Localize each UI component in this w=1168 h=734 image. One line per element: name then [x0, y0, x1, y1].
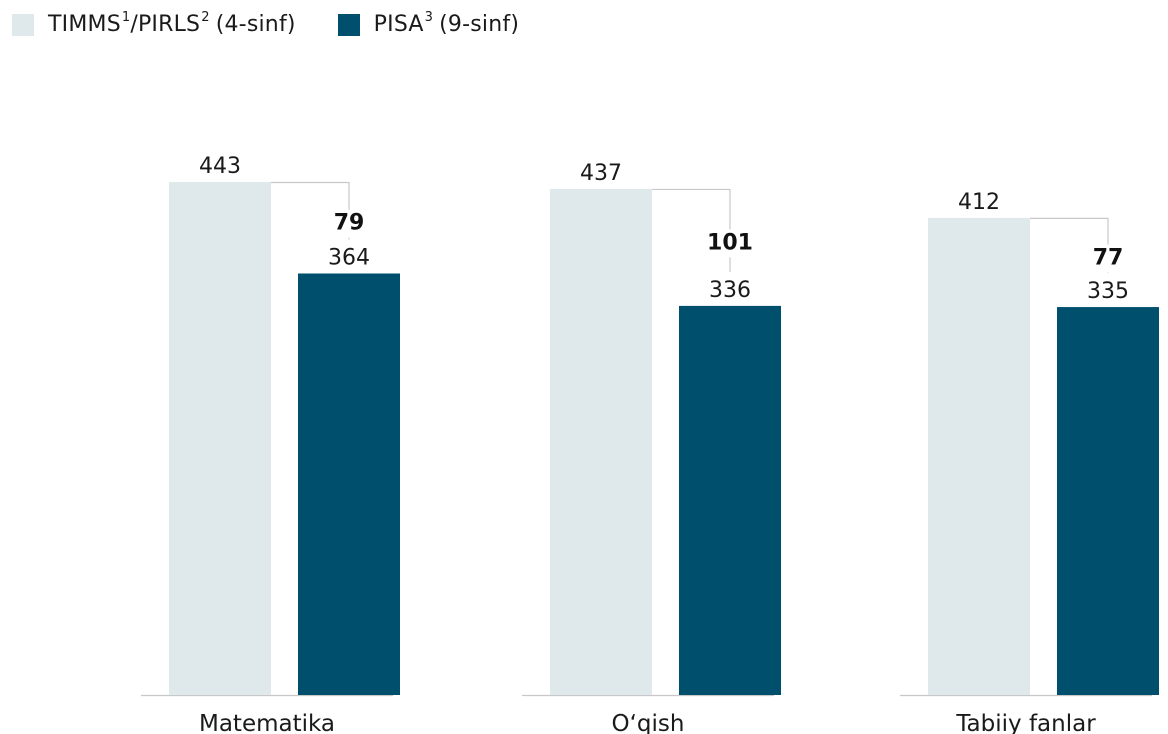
legend-label-timms-pirls: TIMMS1/PIRLS2 (4-sinf) [48, 10, 296, 37]
difference-label-bg [700, 229, 760, 258]
value-label-pisa: 364 [328, 245, 370, 270]
difference-label-bg [1078, 244, 1138, 273]
legend: TIMMS1/PIRLS2 (4-sinf) PISA3 (9-sinf) [12, 10, 561, 37]
legend-swatch-timms-pirls [12, 13, 34, 36]
legend-label-pisa: PISA3 (9-sinf) [373, 10, 520, 37]
bar-pisa [298, 273, 400, 695]
difference-label: 77 [1093, 245, 1124, 270]
bar-pisa [679, 305, 781, 695]
category-label: Tabiiy fanlar [955, 711, 1096, 734]
bar-timms-pirls [928, 217, 1030, 695]
bar-timms-pirls [550, 188, 652, 696]
bar-pisa [1057, 307, 1159, 695]
value-label-pisa: 336 [709, 278, 751, 303]
legend-swatch-pisa [337, 13, 360, 36]
legend-item-timms-pirls: TIMMS1/PIRLS2 (4-sinf) [12, 10, 296, 37]
value-label-timms-pirls: 412 [958, 190, 1000, 215]
difference-label: 79 [334, 211, 365, 236]
difference-label: 101 [707, 230, 753, 255]
value-label-timms-pirls: 437 [580, 161, 622, 186]
category-label: O‘qish [612, 711, 685, 734]
difference-label-bg [319, 209, 379, 238]
bar-timms-pirls [169, 182, 271, 695]
legend-item-pisa: PISA3 (9-sinf) [337, 10, 520, 37]
value-label-timms-pirls: 443 [199, 154, 241, 179]
value-label-pisa: 335 [1087, 279, 1129, 304]
category-label: Matematika [199, 711, 335, 734]
